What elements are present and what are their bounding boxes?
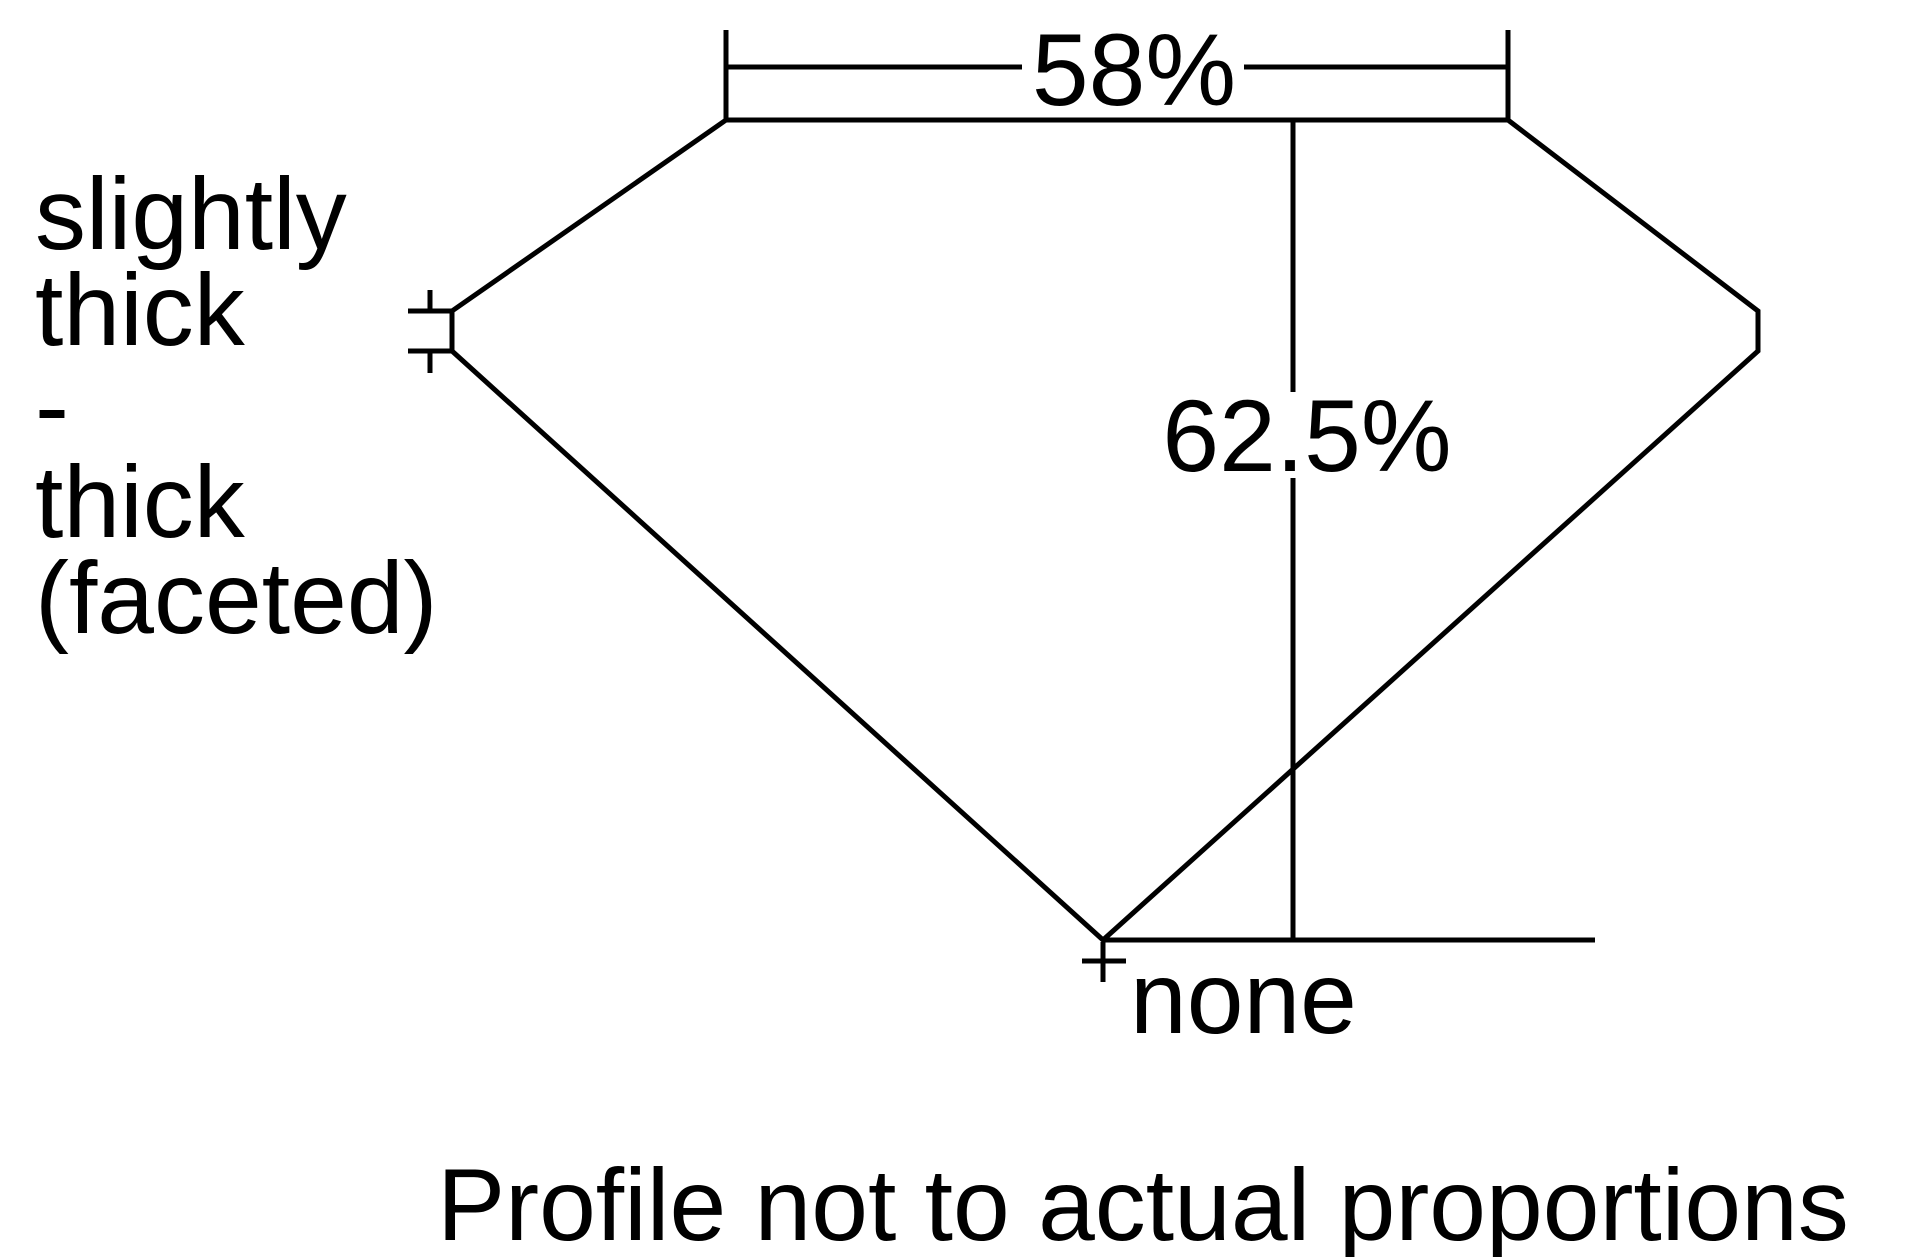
- table-percent-label: 58%: [1032, 13, 1236, 127]
- girdle-label-line-5: (faceted): [35, 541, 438, 655]
- girdle-label-line-3: -: [35, 349, 69, 463]
- girdle-label-line-2: thick: [35, 253, 246, 367]
- caption: Profile not to actual proportions: [437, 1148, 1849, 1257]
- girdle-label-line-4: thick: [35, 445, 246, 559]
- girdle-label-line-1: slightly: [35, 157, 347, 271]
- diamond-outline: [449, 117, 1761, 944]
- culet-label: none: [1130, 941, 1357, 1055]
- depth-percent-label: 62.5%: [1162, 379, 1451, 493]
